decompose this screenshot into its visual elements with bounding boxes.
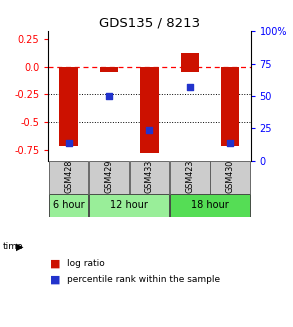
Point [66, 140, 71, 145]
Bar [221, 67, 239, 146]
Text: GSM428: GSM428 [64, 160, 73, 193]
Point [228, 140, 233, 145]
Bar [181, 53, 199, 72]
Text: percentile rank within the sample: percentile rank within the sample [67, 275, 221, 284]
Bar [89, 194, 169, 217]
Text: 18 hour: 18 hour [191, 200, 229, 210]
Bar [130, 161, 169, 194]
Text: ▶: ▶ [16, 242, 24, 252]
Title: GDS135 / 8213: GDS135 / 8213 [99, 17, 200, 30]
Bar [100, 67, 118, 72]
Bar [140, 67, 159, 153]
Text: time: time [3, 242, 23, 251]
Bar [170, 161, 210, 194]
Bar [49, 194, 88, 217]
Text: ■: ■ [50, 258, 60, 268]
Text: 6 hour: 6 hour [53, 200, 84, 210]
Text: ■: ■ [50, 275, 60, 284]
Text: GSM429: GSM429 [105, 160, 113, 194]
Bar [89, 161, 129, 194]
Text: log ratio: log ratio [67, 259, 105, 268]
Text: GSM423: GSM423 [185, 160, 194, 193]
Text: GSM433: GSM433 [145, 160, 154, 193]
Bar [170, 194, 250, 217]
Bar [59, 67, 78, 146]
Bar [210, 161, 250, 194]
Text: GSM430: GSM430 [226, 160, 235, 193]
Text: 12 hour: 12 hour [110, 200, 148, 210]
Bar [49, 161, 88, 194]
Point [107, 93, 111, 98]
Point [188, 84, 192, 90]
Point [147, 127, 152, 132]
